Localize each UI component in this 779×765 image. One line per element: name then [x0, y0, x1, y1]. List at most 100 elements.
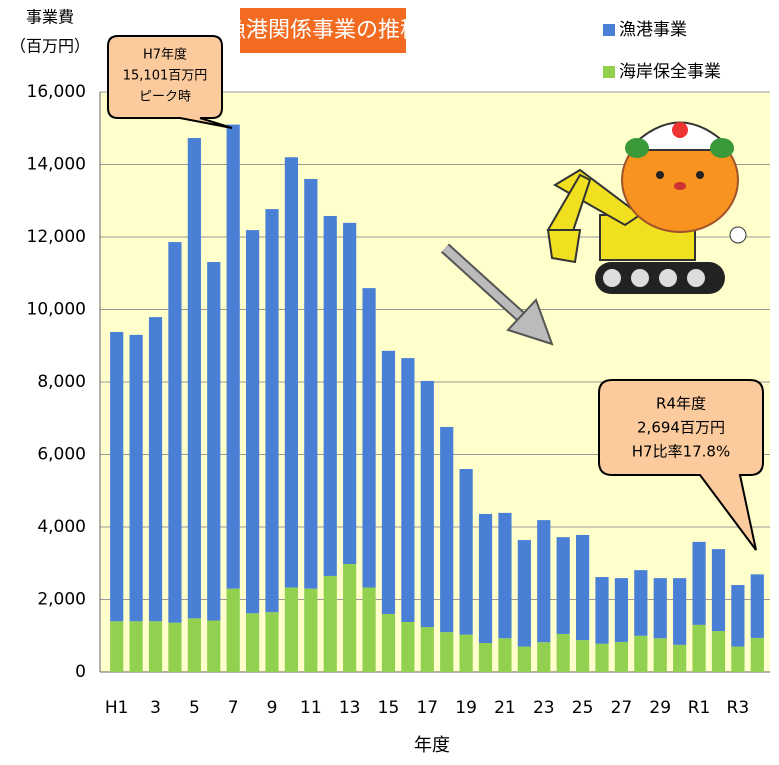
bar-segment	[595, 644, 608, 672]
x-axis-label: 年度	[414, 735, 450, 756]
x-tick-label: 21	[494, 698, 516, 718]
callout-text: H7比率17.8%	[632, 443, 730, 461]
bar-segment	[227, 125, 240, 589]
bar-segment	[537, 642, 550, 672]
x-tick-label: H1	[105, 698, 129, 718]
bar-segment	[712, 549, 725, 631]
y-tick-label: 2,000	[37, 590, 86, 610]
bar-segment	[498, 638, 511, 672]
x-tick-label: 11	[300, 698, 322, 718]
x-tick-label: 17	[416, 698, 438, 718]
bar-segment	[246, 230, 259, 613]
bar-segment	[168, 242, 181, 623]
x-tick-label: 19	[455, 698, 477, 718]
bar-segment	[479, 643, 492, 672]
bar-segment	[149, 621, 162, 672]
bar-segment	[343, 223, 356, 564]
bar-segment	[110, 621, 123, 672]
bar-segment	[343, 564, 356, 672]
bar-segment	[362, 288, 375, 587]
y-tick-label: 0	[75, 662, 86, 682]
bar-segment	[168, 623, 181, 672]
callout-text: ピーク時	[139, 90, 191, 105]
bar-segment	[673, 578, 686, 645]
bar-segment	[518, 647, 531, 672]
bar-segment	[227, 589, 240, 672]
bar-segment	[285, 157, 298, 587]
bar-segment	[285, 588, 298, 672]
legend-swatch	[603, 66, 615, 78]
x-tick-label: 13	[339, 698, 361, 718]
y-axis-label: 事業費	[26, 8, 74, 27]
bar-segment	[712, 631, 725, 672]
x-tick-label: R1	[688, 698, 711, 718]
bar-segment	[751, 638, 764, 672]
x-tick-label: 15	[378, 698, 400, 718]
bar-segment	[265, 209, 278, 612]
bar-segment	[654, 578, 667, 638]
bar-segment	[634, 636, 647, 672]
bar-segment	[130, 621, 143, 672]
x-tick-label: 23	[533, 698, 555, 718]
bar-segment	[304, 179, 317, 589]
y-tick-label: 12,000	[27, 227, 86, 247]
bar-segment	[382, 614, 395, 672]
y-tick-label: 10,000	[27, 300, 86, 320]
bar-segment	[692, 625, 705, 672]
bar-segment	[362, 588, 375, 672]
bar-segment	[498, 513, 511, 638]
y-tick-label: 16,000	[27, 82, 86, 102]
x-tick-label: 27	[611, 698, 633, 718]
bar-segment	[149, 317, 162, 621]
callout-text: R4年度	[656, 395, 706, 413]
callout-text: 2,694百万円	[637, 419, 725, 437]
bar-segment	[673, 645, 686, 672]
callout: H7年度 15,101百万円 ピーク時	[108, 36, 232, 128]
bar-segment	[479, 514, 492, 643]
legend-label: 海岸保全事業	[619, 62, 721, 82]
bar-segment	[731, 647, 744, 672]
bar-segment	[615, 578, 628, 642]
x-tick-label: 9	[267, 698, 278, 718]
y-axis-label: （百万円）	[10, 37, 90, 56]
legend-swatch	[603, 24, 615, 36]
bar-segment	[304, 589, 317, 672]
bar-segment	[751, 574, 764, 638]
bar-segment	[265, 612, 278, 672]
bar-segment	[518, 540, 531, 647]
y-tick-label: 14,000	[27, 155, 86, 175]
x-tick-label: 7	[228, 698, 239, 718]
bar-segment	[440, 427, 453, 632]
bar-segment	[440, 632, 453, 672]
bar-segment	[557, 634, 570, 672]
bar-segment	[401, 622, 414, 672]
bar-segment	[576, 640, 589, 672]
bar-segment	[421, 381, 434, 627]
bar-segment	[401, 358, 414, 622]
bar-segment	[576, 535, 589, 640]
bar-segment	[615, 642, 628, 672]
bar-segment	[207, 262, 220, 621]
bar-segment	[595, 577, 608, 644]
y-tick-label: 6,000	[37, 445, 86, 465]
y-tick-label: 8,000	[37, 372, 86, 392]
bar-segment	[731, 585, 744, 647]
x-tick-label: 29	[649, 698, 671, 718]
chart: 漁港関係事業の推移 事業費 （百万円） 年度 H7年度 15,101百万円 ピー…	[0, 0, 779, 765]
x-tick-label: 5	[189, 698, 200, 718]
bar-segment	[557, 537, 570, 634]
bar-segment	[246, 613, 259, 672]
bar-segment	[460, 635, 473, 672]
bar-segment	[188, 138, 201, 618]
bar-segment	[188, 618, 201, 672]
bar-segment	[421, 627, 434, 672]
x-tick-label: 25	[572, 698, 594, 718]
callout-text: H7年度	[143, 47, 187, 63]
bar-segment	[654, 638, 667, 672]
x-tick-label: 3	[150, 698, 161, 718]
bar-segment	[692, 542, 705, 625]
x-tick-label: R3	[727, 698, 750, 718]
bar-segment	[634, 570, 647, 636]
bar-segment	[324, 576, 337, 672]
bar-segment	[207, 621, 220, 672]
